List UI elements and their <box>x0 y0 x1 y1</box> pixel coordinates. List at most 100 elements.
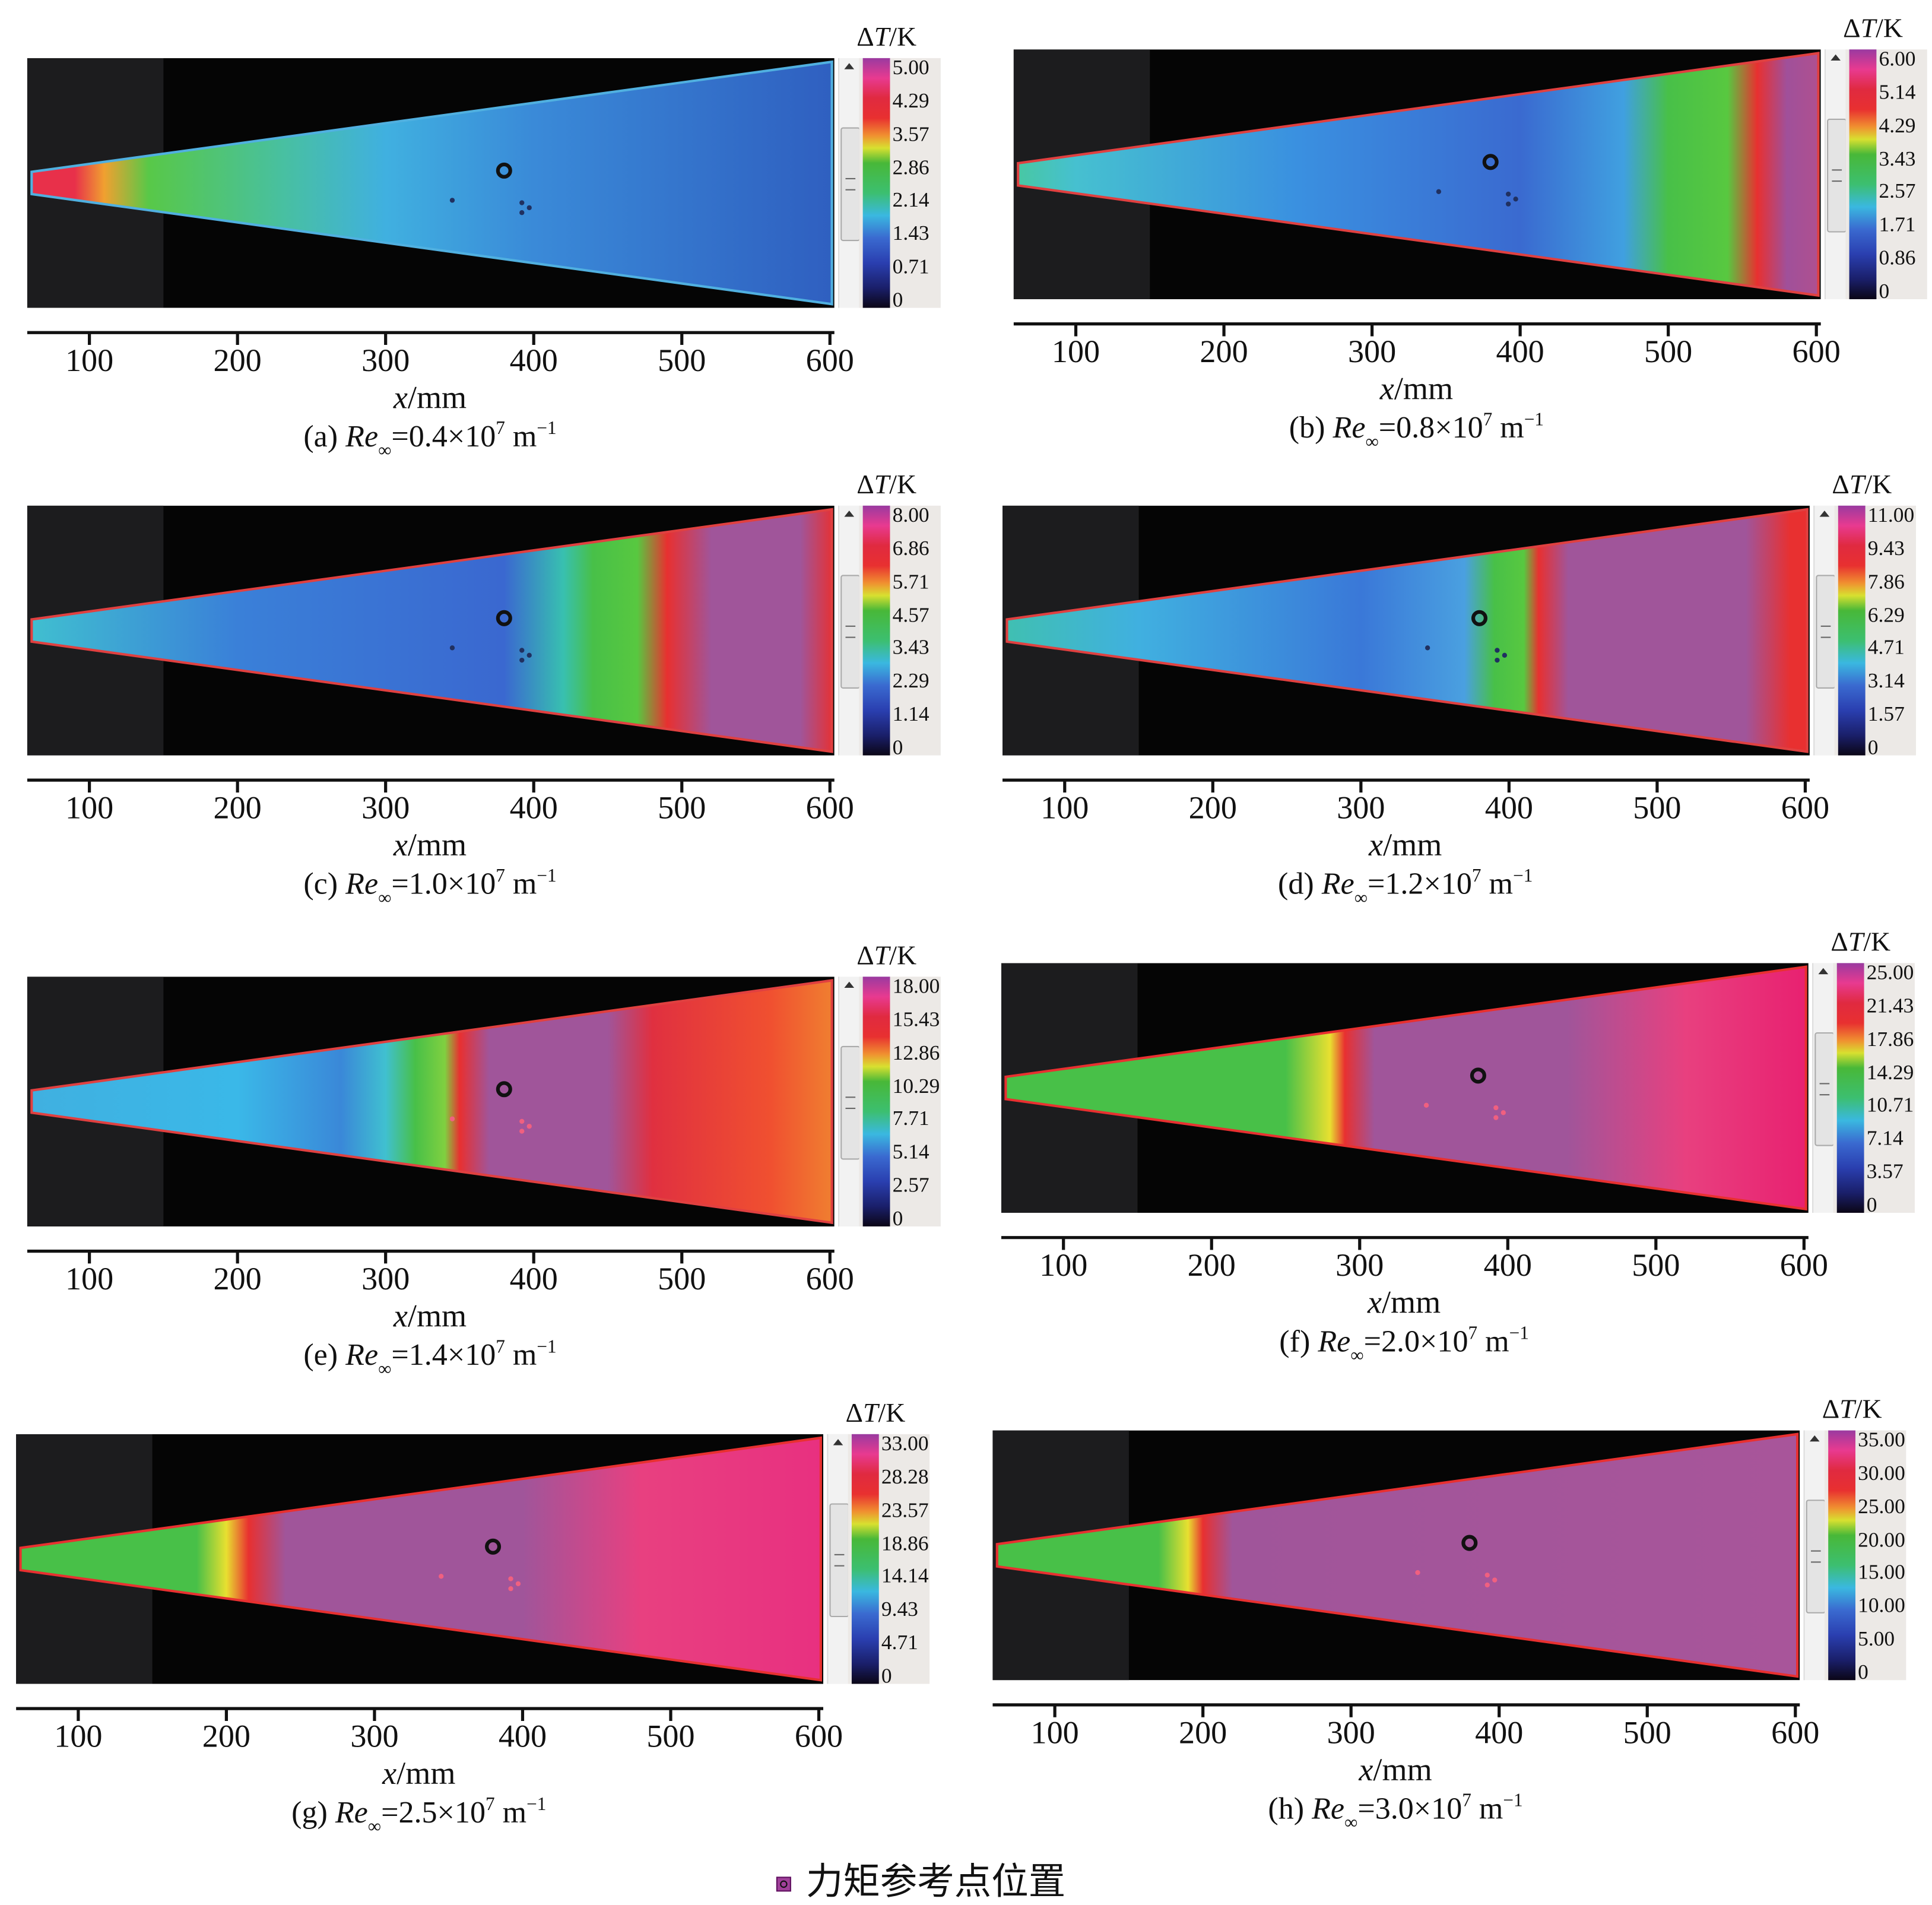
scrollbar-thumb[interactable] <box>840 127 861 241</box>
colorbar-gradient <box>862 58 890 308</box>
caption: (b) Re∞=0.8×107 m−1 <box>1289 410 1544 454</box>
scroll-up-arrow-icon[interactable] <box>844 63 855 69</box>
colorbar-tick-label: 1.14 <box>892 702 929 726</box>
unit: m <box>1471 1792 1503 1827</box>
reynolds-symbol: Re <box>335 1796 368 1830</box>
colorbar-tick-label: 30.00 <box>1858 1461 1905 1485</box>
x-tick-label: 400 <box>509 342 558 379</box>
colorbar-tick-label: 9.43 <box>881 1597 918 1621</box>
unit: m <box>1492 411 1524 445</box>
colorbar-title: ΔT/K <box>1832 468 1892 500</box>
x-tick-label: 600 <box>1779 1247 1828 1283</box>
grip-icon <box>845 625 856 638</box>
x-tick-label: 200 <box>1188 790 1237 826</box>
colorbar-tick-label: 8.00 <box>892 503 929 527</box>
exponent: 7 <box>1483 410 1493 430</box>
colorbar-scrollbar[interactable] <box>1812 963 1835 1213</box>
unit: /K <box>889 21 917 52</box>
reynolds-value: =1.2 <box>1368 867 1424 902</box>
colorbar-scrollbar[interactable] <box>827 1434 849 1684</box>
unit: /K <box>889 468 917 500</box>
thermogram <box>27 977 835 1226</box>
scrollbar-thumb[interactable] <box>1806 1499 1826 1614</box>
unit-exponent: −1 <box>1509 1324 1529 1344</box>
x-tick-label: 200 <box>1187 1247 1236 1283</box>
caption: (h) Re∞=3.0×107 m−1 <box>1268 1792 1522 1835</box>
x-unit: /mm <box>407 1298 467 1335</box>
scrollbar-thumb[interactable] <box>829 1503 849 1617</box>
colorbar-scrollbar[interactable] <box>1813 505 1836 756</box>
caption-label: (g) <box>291 1796 335 1830</box>
unit: /K <box>1864 468 1892 500</box>
colorbar-scrollbar[interactable] <box>838 58 861 308</box>
colorbar-gradient <box>862 505 890 756</box>
x-tick-label: 600 <box>805 1261 854 1297</box>
colorbar-tick-label: 5.14 <box>1879 80 1916 104</box>
caption-label: (d) <box>1278 867 1322 902</box>
unit-exponent: −1 <box>526 1795 547 1815</box>
moment-reference-point <box>1482 154 1499 170</box>
grip-icon <box>1820 625 1831 638</box>
marker-dot <box>526 652 532 658</box>
x-variable: x <box>393 1298 408 1335</box>
colorbar-tick-label: 35.00 <box>1858 1428 1905 1451</box>
x-tick-label: 100 <box>65 1261 114 1297</box>
unit: m <box>505 1339 537 1373</box>
colorbar-scrollbar[interactable] <box>1824 49 1847 299</box>
scroll-up-arrow-icon[interactable] <box>1831 54 1841 61</box>
x-tick-label: 200 <box>1200 334 1248 370</box>
scroll-up-arrow-icon[interactable] <box>1819 511 1830 517</box>
scroll-up-arrow-icon[interactable] <box>844 511 855 517</box>
marker-dot <box>449 1116 455 1121</box>
marker-dot <box>1484 1573 1490 1578</box>
x-tick-label: 200 <box>213 1261 262 1297</box>
scroll-up-arrow-icon[interactable] <box>844 981 855 988</box>
thermogram <box>27 505 835 756</box>
colorbar-tick-label: 25.00 <box>1866 961 1914 984</box>
colorbar-scrollbar[interactable] <box>838 977 861 1226</box>
colorbar-tick-label: 14.14 <box>881 1564 929 1588</box>
caption: (f) Re∞=2.0×107 m−1 <box>1279 1324 1529 1367</box>
x-tick-label: 600 <box>1771 1714 1820 1751</box>
colorbar-tick-label: 0 <box>881 1664 892 1688</box>
unit: /K <box>1876 12 1903 43</box>
colorbar-tick-label: 7.86 <box>1867 569 1905 594</box>
scrollbar-thumb[interactable] <box>1827 118 1847 233</box>
x-tick-label: 300 <box>361 790 410 826</box>
colorbar-tick-label: 2.14 <box>892 188 929 213</box>
scrollbar-thumb[interactable] <box>1814 1032 1835 1146</box>
scrollbar-thumb[interactable] <box>840 575 861 689</box>
grip-icon <box>1832 169 1842 182</box>
marker-dot <box>1502 652 1508 658</box>
moment-reference-point <box>1471 610 1488 626</box>
marker-dot <box>1484 1582 1490 1588</box>
x-axis <box>1002 778 1810 793</box>
colorbar-tick-label: 3.57 <box>892 122 929 146</box>
x-unit: /mm <box>1383 827 1442 863</box>
colorbar-scrollbar[interactable] <box>838 505 861 756</box>
unit: /K <box>1854 1393 1882 1425</box>
exponent: 7 <box>496 1337 505 1358</box>
caption-label: (h) <box>1268 1792 1312 1827</box>
scroll-up-arrow-icon[interactable] <box>1818 968 1829 975</box>
scrollbar-thumb[interactable] <box>840 1045 861 1160</box>
colorbar-title: ΔT/K <box>1831 926 1890 958</box>
x-axis-label: x/mm <box>394 1298 467 1335</box>
temperature-symbol: T <box>874 939 890 971</box>
colorbar-tick-label: 0.71 <box>892 255 929 278</box>
scroll-up-arrow-icon[interactable] <box>1809 1435 1820 1442</box>
colorbar-scrollbar[interactable] <box>1803 1430 1826 1681</box>
colorbar: 6.00 5.14 4.29 3.43 2.57 1.71 0.86 0 <box>1845 48 1927 302</box>
marker-dot <box>1493 1105 1499 1111</box>
scroll-up-arrow-icon[interactable] <box>833 1439 843 1446</box>
x-axis-label: x/mm <box>394 379 467 416</box>
marker-dot <box>526 205 532 211</box>
colorbar-tick-label: 6.86 <box>892 536 929 560</box>
colorbar-title: ΔT/K <box>856 940 916 972</box>
marker-dot <box>519 1129 525 1134</box>
colorbar-tick-label: 2.29 <box>892 669 929 693</box>
colorbar-tick-label: 4.57 <box>892 603 929 626</box>
scrollbar-thumb[interactable] <box>1816 575 1836 689</box>
panel-a: 5.00 4.29 3.57 2.86 2.14 1.43 0.71 0 ΔT/K 100 200 3… <box>27 21 991 503</box>
